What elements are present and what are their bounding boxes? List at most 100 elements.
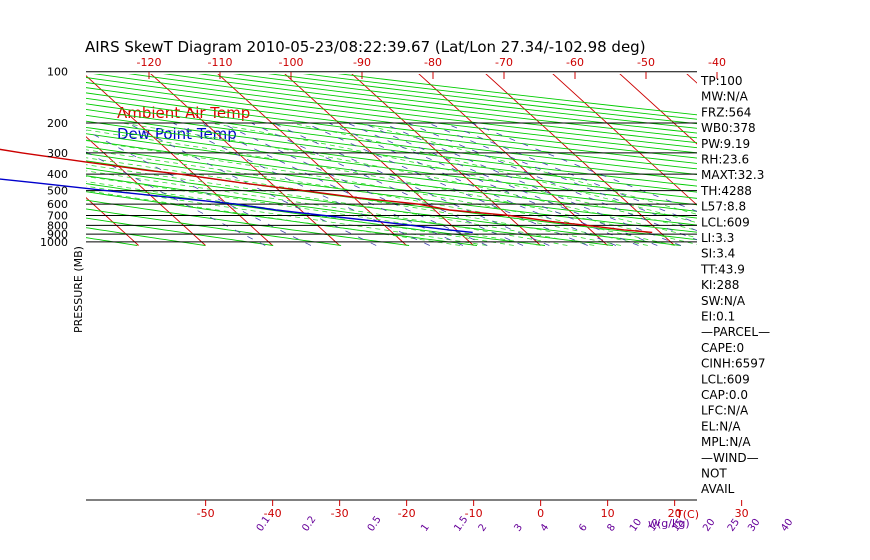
mixing-ratio-label: 30 [746,517,762,534]
stat-item: TP:100 [700,74,743,88]
stat-item: EL:N/A [701,419,741,433]
isotherm-line [552,74,697,206]
moist-adiabat-line [86,176,541,246]
dry-adiabat-line [86,160,697,241]
y-axis-label: PRESSURE (MB) [72,246,85,333]
bottom-temp-tick-label: -50 [197,507,215,520]
stat-item: —WIND— [701,451,759,465]
mixing-ratio-line [407,122,697,241]
ambient-temp-line [0,148,653,234]
x-unit-label: T(C) [675,508,699,521]
moist-adiabat-line [86,140,675,246]
isotherm-line [619,74,697,145]
pressure-tick-label: 1000 [40,236,68,249]
mixing-ratio-line [221,122,488,246]
stat-item: L57:8.8 [701,200,746,214]
stat-item: RH:23.6 [701,153,749,167]
dry-adiabat-line [86,153,697,233]
stat-item: SW:N/A [701,294,746,308]
top-temp-tick-label: -100 [279,56,304,69]
mixing-ratio-line [381,122,681,246]
moist-adiabat-line [291,122,697,224]
dry-adiabat-line [86,191,478,246]
stat-item: MAXT:32.3 [701,168,764,182]
mixing-ratio-line [86,130,312,246]
moist-adiabat-line [86,129,697,245]
pressure-tick-label: 200 [47,117,68,130]
pressure-tick-label: 800 [47,219,68,232]
legend-ambient: Ambient Air Temp [117,104,250,122]
dry-adiabat-line [86,126,697,206]
mixing-ratio-label: 8 [605,522,618,534]
chart-title: AIRS SkewT Diagram 2010-05-23/08:22:39.6… [85,38,646,56]
stat-item: LFC:N/A [701,404,749,418]
dry-adiabat-line [86,82,697,159]
dry-adiabat-line [86,87,697,164]
bottom-temp-tick-label: -20 [398,507,416,520]
mixing-ratio-line [200,122,464,246]
plot-area [86,74,697,246]
top-temp-tick-label: -70 [495,56,513,69]
mixing-ratio-line [347,122,639,246]
mixing-ratio-label: 2 [477,522,490,534]
moist-adiabat-line [86,149,648,246]
pressure-tick-label: 300 [47,147,68,160]
mixing-ratio-label: 0.2 [300,514,318,533]
top-temp-tick-label: -80 [424,56,442,69]
moist-adiabat-line [86,170,568,246]
mixing-ratio-label: 20 [701,517,717,534]
stat-item: FRZ:564 [701,105,751,119]
dry-adiabat-line [86,139,697,219]
stat-item: CAP:0.0 [701,388,748,402]
stat-item: AVAIL [701,482,735,496]
isotherm-line [86,136,206,246]
isotherm-line [485,74,675,246]
stat-item: TT:43.9 [700,262,745,276]
mixing-unit-label: w(g/kg) [648,517,690,530]
bottom-temp-tick-label: 30 [735,507,749,520]
moist-adiabat-line [86,190,461,246]
stat-item: KI:288 [701,278,739,292]
dry-adiabat-line [86,108,697,187]
dry-adiabat-line [93,74,697,149]
moist-adiabat-line [357,122,697,215]
isotherm-line [86,197,139,246]
dry-adiabat-line [86,114,697,193]
dry-adiabat-line [86,133,697,212]
mixing-ratio-label: 6 [577,522,590,534]
dry-adiabat-line [128,74,697,144]
stat-item: LI:3.3 [701,231,734,245]
bottom-temp-tick-label: 0 [537,507,544,520]
stat-item: —PARCEL— [701,325,770,339]
dry-adiabat-line [86,227,206,246]
pressure-tick-label: 100 [47,66,68,79]
pressure-tick-label: 700 [47,210,68,223]
bottom-temp-tick-label: -40 [264,507,282,520]
mixing-ratio-line [362,122,658,246]
mixing-ratio-label: 10 [628,517,644,534]
pressure-tick-label: 600 [47,198,68,211]
stat-item: EI:0.1 [701,310,735,324]
dry-adiabat-line [86,208,342,246]
stat-item: CAPE:0 [701,341,744,355]
top-temp-tick-label: -120 [137,56,162,69]
stat-item: TH:4288 [700,184,752,198]
pressure-tick-label: 900 [47,228,68,241]
pressure-tick-label: 500 [47,185,68,198]
moist-adiabat-line [86,185,488,246]
dry-adiabat-line [86,167,681,246]
bottom-temp-tick-label: -30 [331,507,349,520]
dry-adiabat-line [86,120,697,199]
top-temp-tick-label: -50 [637,56,655,69]
mixing-ratio-line [127,122,377,246]
dry-adiabat-line [86,97,697,175]
top-temp-tick-label: -90 [353,56,371,69]
dry-adiabat-line [86,175,613,246]
mixing-ratio-label: 3 [512,522,525,534]
top-temp-tick-label: -110 [208,56,233,69]
stat-item: SI:3.4 [701,247,735,261]
bottom-temp-tick-label: -10 [465,507,483,520]
moist-adiabat-line [121,122,697,239]
mixing-ratio-line [427,122,697,232]
